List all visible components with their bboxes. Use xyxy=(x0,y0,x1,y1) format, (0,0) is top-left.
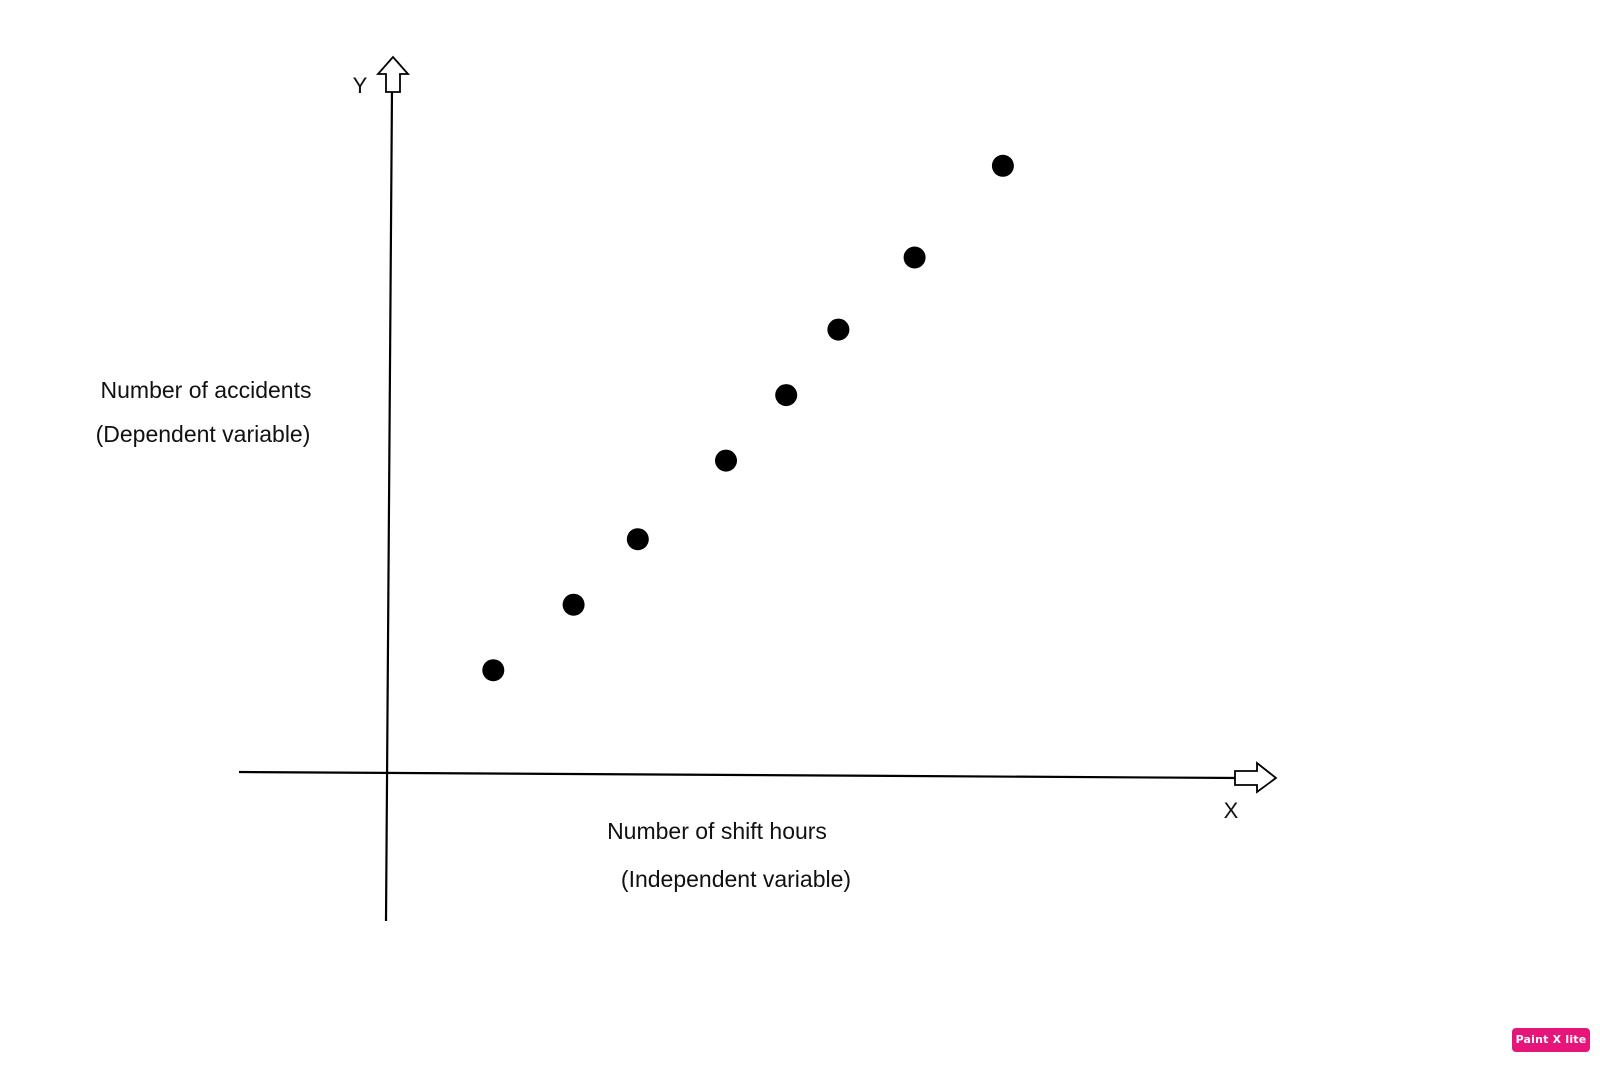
data-point-8 xyxy=(991,154,1014,177)
y-axis-label-line-1: Number of accidents xyxy=(101,377,312,403)
data-point-4 xyxy=(715,449,737,472)
data-point-5 xyxy=(775,384,798,407)
x-axis-label-line-2: (Independent variable) xyxy=(621,866,851,892)
data-point-7 xyxy=(903,246,926,269)
y-axis-arrow-icon xyxy=(376,55,410,93)
data-point-3 xyxy=(626,528,649,551)
y-axis-letter: Y xyxy=(353,73,368,98)
data-point-1 xyxy=(482,659,505,682)
data-points xyxy=(482,154,1014,682)
data-point-2 xyxy=(562,593,585,616)
x-axis-letter: X xyxy=(1224,798,1239,823)
x-axis-line xyxy=(238,770,1241,780)
x-axis-arrow-icon xyxy=(1234,761,1278,794)
watermark-logo: Paint X lite xyxy=(1512,1028,1590,1052)
y-axis-line xyxy=(384,87,394,922)
axes xyxy=(238,55,1278,922)
y-axis-label-line-2: (Dependent variable) xyxy=(96,421,311,447)
x-axis-label-line-1: Number of shift hours xyxy=(607,818,827,844)
data-point-6 xyxy=(827,318,850,341)
